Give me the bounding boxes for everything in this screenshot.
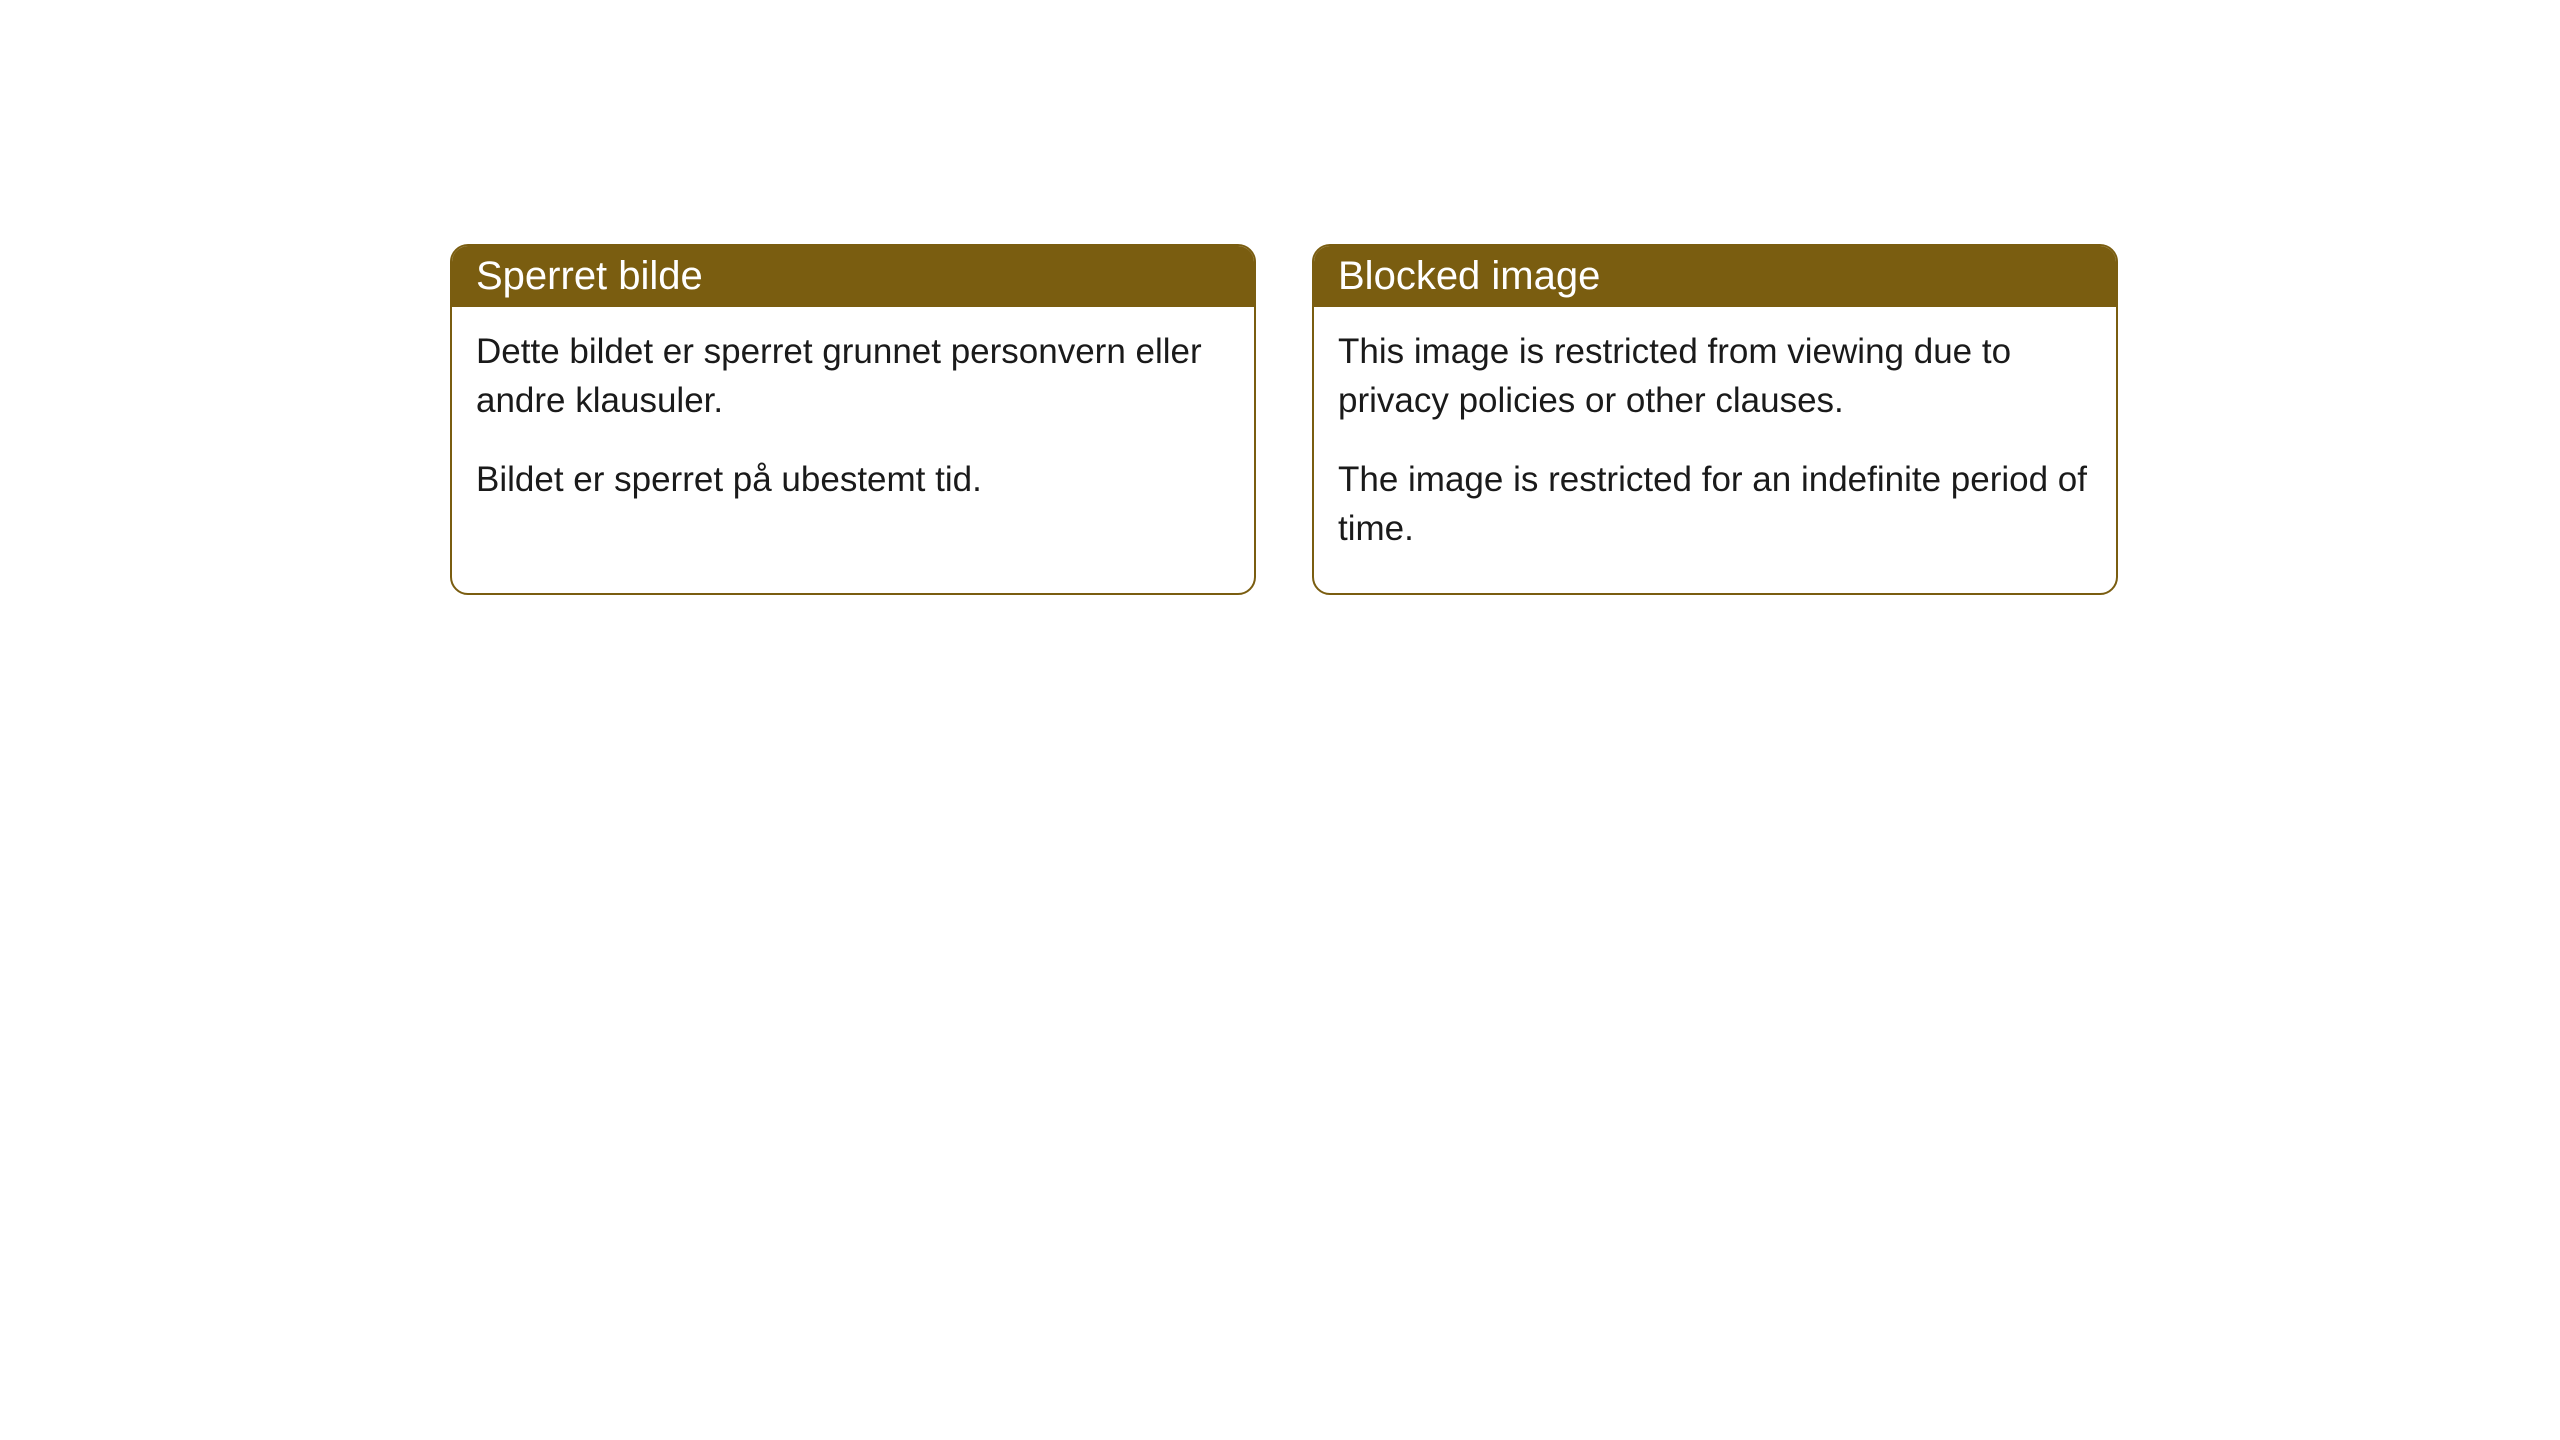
blocked-image-card-no: Sperret bilde Dette bildet er sperret gr… xyxy=(450,244,1256,595)
cards-container: Sperret bilde Dette bildet er sperret gr… xyxy=(0,0,2560,595)
card-para2-no: Bildet er sperret på ubestemt tid. xyxy=(476,455,1230,504)
card-para1-en: This image is restricted from viewing du… xyxy=(1338,327,2092,425)
card-para1-no: Dette bildet er sperret grunnet personve… xyxy=(476,327,1230,425)
card-title-no: Sperret bilde xyxy=(476,254,703,298)
card-body-no: Dette bildet er sperret grunnet personve… xyxy=(452,307,1254,544)
card-para2-en: The image is restricted for an indefinit… xyxy=(1338,455,2092,553)
card-header-en: Blocked image xyxy=(1314,246,2116,307)
card-title-en: Blocked image xyxy=(1338,254,1600,298)
card-header-no: Sperret bilde xyxy=(452,246,1254,307)
card-body-en: This image is restricted from viewing du… xyxy=(1314,307,2116,593)
blocked-image-card-en: Blocked image This image is restricted f… xyxy=(1312,244,2118,595)
